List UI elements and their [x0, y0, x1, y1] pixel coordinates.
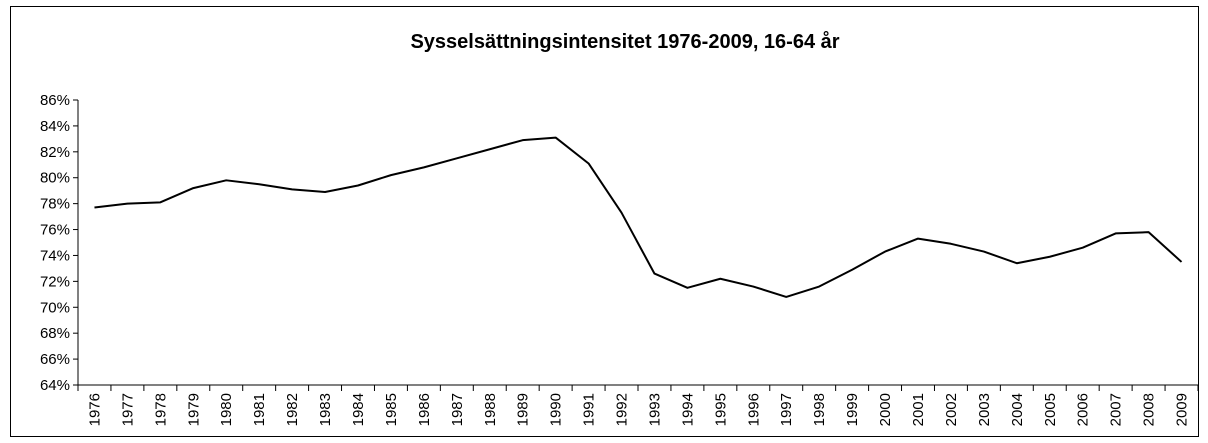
y-tick-label: 70%	[40, 299, 70, 316]
x-tick-label: 1985	[383, 393, 400, 426]
y-tick-label: 78%	[40, 196, 70, 213]
x-tick-label: 1997	[778, 393, 795, 426]
x-tick-label: 1988	[482, 393, 499, 426]
line-series	[94, 136, 1183, 298]
x-tick-label: 2000	[877, 393, 894, 426]
y-tick-label: 86%	[40, 92, 70, 109]
chart-title: Sysselsättningsintensitet 1976-2009, 16-…	[410, 30, 839, 53]
chart-border	[10, 6, 1199, 437]
x-tick-label: 1987	[449, 393, 466, 426]
y-tick-label: 66%	[40, 351, 70, 368]
y-tick-label: 74%	[40, 247, 70, 264]
x-tick-label: 2002	[943, 393, 960, 426]
x-tick-label: 2005	[1042, 393, 1059, 426]
x-tick-label: 1993	[646, 393, 663, 426]
y-tick-label: 64%	[40, 377, 70, 394]
x-tick-label: 1995	[712, 393, 729, 426]
x-tick-label: 2001	[910, 393, 927, 426]
x-tick-label: 2009	[1174, 393, 1191, 426]
x-tick-label: 2008	[1141, 393, 1158, 426]
x-tick-label: 1976	[86, 393, 103, 426]
x-tick-label: 1998	[811, 393, 828, 426]
y-tick-label: 84%	[40, 118, 70, 135]
x-tick-label: 1982	[284, 393, 301, 426]
x-tick-label: 1994	[679, 393, 696, 426]
x-tick-label: 2007	[1108, 393, 1125, 426]
y-tick-label: 72%	[40, 273, 70, 290]
x-tick-label: 1991	[581, 393, 598, 426]
x-tick-label: 1999	[844, 393, 861, 426]
x-tick-label: 1992	[614, 393, 631, 426]
x-tick-label: 1979	[185, 393, 202, 426]
x-tick-label: 1978	[152, 393, 169, 426]
y-tick-label: 82%	[40, 144, 70, 161]
x-tick-label: 1977	[119, 393, 136, 426]
x-tick-label: 1989	[515, 393, 532, 426]
x-tick-label: 2003	[976, 393, 993, 426]
x-tick-label: 1996	[745, 393, 762, 426]
x-tick-label: 1984	[350, 393, 367, 426]
x-tick-label: 1983	[317, 393, 334, 426]
y-tick-label: 76%	[40, 222, 70, 239]
x-tick-label: 1980	[218, 393, 235, 426]
y-tick-label: 68%	[40, 325, 70, 342]
x-tick-label: 1990	[548, 393, 565, 426]
x-tick-label: 1981	[251, 393, 268, 426]
y-tick-label: 80%	[40, 170, 70, 187]
x-tick-label: 2004	[1009, 393, 1026, 426]
x-tick-label: 2006	[1075, 393, 1092, 426]
x-tick-label: 1986	[416, 393, 433, 426]
